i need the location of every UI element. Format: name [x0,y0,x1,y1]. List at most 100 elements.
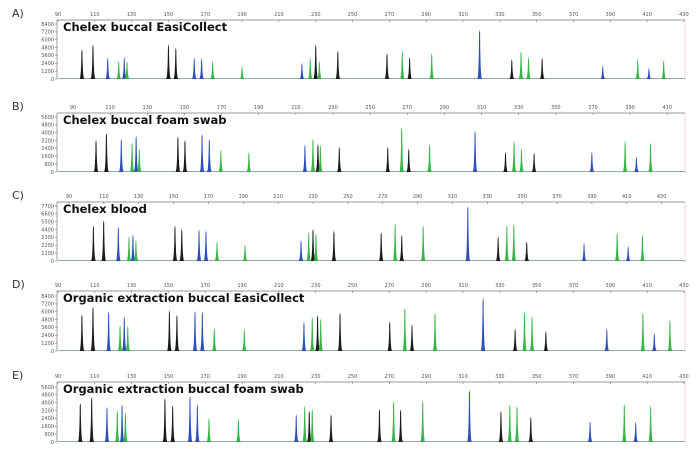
peak-green [317,144,323,172]
y-tick-label: 1200 [41,341,54,347]
peak-blue [106,311,112,351]
x-tick-label: 170 [217,105,227,111]
peak-blue [651,332,657,351]
peak-blue [119,404,125,442]
peak-black [170,405,176,442]
x-tick-label: 110 [90,12,100,18]
x-tick-label: 210 [274,283,284,289]
y-tick-label: 0 [51,259,54,265]
peak-blue [191,57,197,79]
x-tick-label: 390 [606,374,616,380]
peak-blue [115,226,121,261]
x-tick-label: 330 [514,105,524,111]
peak-blue [604,328,610,351]
y-tick-label: 3200 [41,138,54,144]
peak-black [172,225,178,261]
x-tick-label: 150 [164,283,174,289]
peak-blue [104,406,110,442]
peak-blue [199,311,205,351]
x-tick-label: 230 [311,283,321,289]
peak-green [242,244,248,261]
x-tick-label: 110 [99,194,109,200]
x-tick-label: 170 [204,194,214,200]
peak-black [406,148,412,172]
peak-blue [465,206,471,261]
panel-title: Organic extraction buccal EasiCollect [63,291,305,305]
y-tick-label: 4800 [41,45,54,51]
peak-blue [133,135,139,172]
peak-blue [472,130,478,172]
peak-black [509,58,515,79]
peak-black [495,236,501,261]
peak-green [214,241,220,261]
panel-label: E) [12,369,23,382]
peak-green [317,60,322,79]
plot-area [57,382,685,442]
x-tick-label: 430 [679,374,689,380]
peak-green [211,327,217,351]
x-tick-label: 190 [239,194,249,200]
peak-blue [203,230,209,261]
y-tick-label: 4000 [41,401,54,407]
x-tick-label: 310 [458,12,468,18]
y-tick-label: 0 [51,349,54,355]
x-tick-label: 210 [274,12,284,18]
peak-blue [121,56,127,79]
peak-black [315,314,320,351]
x-tick-label: 90 [55,12,61,18]
peak-blue [199,58,204,79]
x-tick-label: 250 [348,283,358,289]
peak-green [402,307,408,351]
y-tick-label: 7200 [41,30,54,36]
peak-black [79,314,85,351]
peak-green [614,231,620,261]
peak-blue [646,67,652,79]
peak-green [648,405,654,442]
x-tick-label: 270 [385,283,395,289]
x-tick-label: 410 [642,374,652,380]
peak-green [236,418,241,442]
peak-blue [293,414,299,442]
peak-green [429,52,435,79]
peak-black [409,324,415,351]
y-tick-label: 2400 [41,61,54,67]
y-tick-label: 2200 [41,243,54,249]
peak-black [175,136,181,172]
peak-green [210,60,216,79]
y-tick-label: 6000 [41,38,54,44]
peak-blue [194,404,200,442]
x-tick-label: 370 [588,105,598,111]
peak-black [512,328,518,351]
peak-blue [302,144,308,172]
x-tick-label: 230 [311,374,321,380]
peak-green [218,149,224,172]
peak-black [385,146,391,172]
x-tick-label: 150 [164,12,174,18]
peak-green [309,408,315,442]
peak-black [498,410,504,442]
peak-green [309,316,315,351]
peak-green [514,405,520,442]
peak-green [420,225,426,261]
peak-black [524,241,530,261]
peak-green [206,417,212,442]
panel-e: E) 90 110 130 150 170 190 210 230 250 270 290 310 330… [12,369,689,446]
peak-green [313,232,319,261]
x-tick-label: 370 [569,283,579,289]
x-tick-label: 390 [625,105,635,111]
y-tick-label: 7200 [41,302,54,308]
peak-green [246,151,252,172]
peak-black [179,228,185,261]
panel-label: D) [12,278,25,291]
peak-black [91,225,96,261]
x-tick-label: 230 [311,12,321,18]
peak-green [640,234,645,261]
x-tick-label: 110 [105,105,115,111]
x-tick-label: 230 [308,194,318,200]
peak-green [114,410,120,442]
peak-green [427,143,432,172]
peak-black [387,320,393,351]
plot-area [57,291,685,351]
x-tick-label: 290 [440,105,450,111]
x-tick-label: 390 [587,194,597,200]
